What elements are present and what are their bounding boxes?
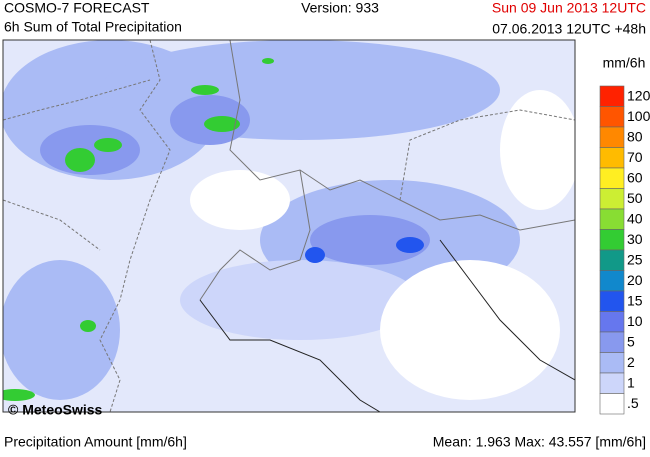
- copyright: © MeteoSwiss: [8, 402, 103, 418]
- legend-swatch: [599, 167, 625, 189]
- legend-swatch: [599, 249, 625, 271]
- legend-label: 20: [627, 272, 643, 288]
- legend-label: 70: [627, 149, 643, 165]
- legend: mm/6h 120 100 80 70 60 50 40 30 25 20 15 10 5 2 1 .5: [599, 55, 650, 415]
- run-time: 07.06.2013 12UTC +48h: [492, 21, 646, 37]
- legend-label: 80: [627, 129, 643, 145]
- valid-time: Sun 09 Jun 2013 12UTC: [492, 0, 646, 16]
- legend-label: 30: [627, 231, 643, 247]
- legend-swatch: [599, 208, 625, 230]
- legend-swatch: [599, 85, 625, 107]
- legend-label: 40: [627, 211, 643, 227]
- legend-label: 25: [627, 252, 643, 268]
- legend-swatch: [599, 270, 625, 292]
- borders: [3, 40, 575, 412]
- legend-label: 50: [627, 190, 643, 206]
- legend-label: 120: [627, 88, 650, 104]
- legend-swatch: [599, 393, 625, 415]
- legend-label: .5: [627, 395, 639, 411]
- map-frame: [2, 39, 576, 413]
- footer-right: Mean: 1.963 Max: 43.557 [mm/6h]: [433, 434, 646, 450]
- legend-swatch: [599, 290, 625, 312]
- legend-label: 60: [627, 170, 643, 186]
- legend-unit: mm/6h: [603, 55, 646, 71]
- legend-swatch: [599, 311, 625, 333]
- footer-left: Precipitation Amount [mm/6h]: [4, 434, 187, 450]
- legend-swatch: [599, 106, 625, 128]
- legend-swatch: [599, 188, 625, 210]
- legend-label: 2: [627, 354, 635, 370]
- legend-swatch: [599, 147, 625, 169]
- precipitation-field: [3, 40, 575, 401]
- legend-label: 100: [627, 108, 650, 124]
- legend-label: 10: [627, 313, 643, 329]
- legend-swatch: [599, 331, 625, 353]
- legend-swatch: [599, 126, 625, 148]
- legend-label: 1: [627, 375, 635, 391]
- legend-label: 5: [627, 334, 635, 350]
- legend-swatch: [599, 352, 625, 374]
- version: Version: 933: [301, 0, 379, 16]
- legend-swatch: [599, 372, 625, 394]
- subtitle: 6h Sum of Total Precipitation: [4, 19, 182, 35]
- map: © MeteoSwiss: [2, 39, 576, 418]
- legend-swatch: [599, 229, 625, 251]
- legend-label: 15: [627, 293, 643, 309]
- title: COSMO-7 FORECAST: [4, 0, 150, 16]
